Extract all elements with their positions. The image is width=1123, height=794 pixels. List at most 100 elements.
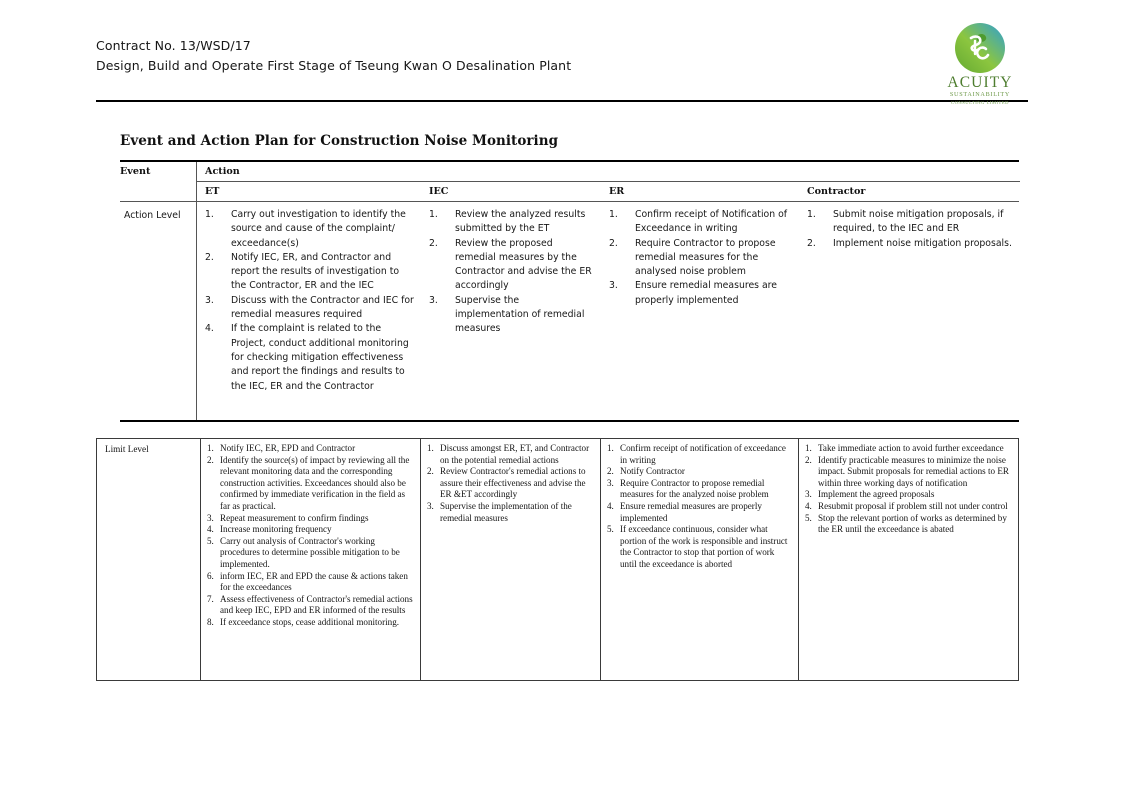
list-number: 4. — [207, 524, 214, 535]
list-item: 4. If the complaint is related to the Pro… — [205, 322, 415, 393]
header-label-action: Action — [205, 166, 240, 177]
table-top-rule — [120, 160, 1019, 162]
limit-list-er: 1. Confirm receipt of notification of exc… — [607, 443, 793, 571]
acuity-logo-icon — [955, 23, 1005, 73]
list-number: 3. — [207, 512, 214, 523]
list-number: 2. — [207, 454, 214, 465]
logo-tagline-1: SUSTAINABILITY — [949, 91, 1011, 98]
list-number: 3. — [609, 280, 618, 292]
list-number: 5. — [805, 512, 812, 523]
list-item: 6. inform IEC, ER and EPD the cause & act… — [207, 571, 415, 594]
list-item: 1. Notify IEC, ER, EPD and Contractor — [207, 443, 415, 455]
list-text: Discuss amongst ER, ET, and Contractor o… — [440, 443, 590, 465]
list-number: 5. — [607, 524, 614, 535]
row-cell-action: 1. Carry out investigation to identify th… — [196, 202, 1020, 420]
list-text: Supervise the implementation of the reme… — [440, 500, 572, 523]
table-bottom-rule — [120, 420, 1019, 422]
list-text: Review the analyzed results submitted by… — [455, 209, 586, 235]
list-text: Implement noise mitigation proposals. — [833, 237, 1012, 249]
row-subcells: 1. Carry out investigation to identify th… — [197, 202, 1020, 394]
list-number: 3. — [805, 489, 812, 500]
list-item: 2. Notify Contractor — [607, 466, 793, 478]
list-item: 3. Supervise the implementation of the re… — [427, 501, 595, 524]
subheader-cell-contractor: Contractor — [799, 182, 1020, 201]
list-text: Notify Contractor — [620, 466, 685, 477]
list-text: Stop the relevant portion of works as de… — [818, 512, 1007, 535]
row-cell-iec: 1. Discuss amongst ER, ET, and Contractor… — [421, 439, 601, 680]
row-cell-contractor: 1. Submit noise mitigation proposals, if … — [799, 202, 1020, 394]
list-number: 6. — [207, 570, 214, 581]
list-item: 1. Submit noise mitigation proposals, if … — [807, 208, 1014, 237]
list-item: 5. Carry out analysis of Contractor's wor… — [207, 536, 415, 571]
list-number: 1. — [609, 209, 618, 220]
row-cell-event: Action Level — [120, 202, 196, 420]
list-text: Resubmit proposal if problem still not u… — [818, 500, 1008, 511]
row-cell-et: 1. Notify IEC, ER, EPD and Contractor 2. I… — [201, 439, 421, 680]
list-text: Review Contractor's remedial actions to … — [440, 466, 586, 500]
header-action-divider — [197, 181, 1020, 182]
limit-list-iec: 1. Discuss amongst ER, ET, and Contractor… — [427, 443, 595, 524]
action-list-contractor: 1. Submit noise mitigation proposals, if … — [807, 202, 1014, 251]
list-number: 2. — [607, 466, 614, 477]
list-item: 2. Review the proposed remedial measures … — [429, 237, 595, 294]
list-text: Implement the agreed proposals — [818, 489, 935, 500]
subheader-label-er: ER — [609, 186, 625, 197]
list-item: 1. Carry out investigation to identify th… — [205, 208, 415, 251]
list-text: Carry out investigation to identify the … — [231, 209, 406, 249]
company-logo: ACUITY SUSTAINABILITY CONSULTING LIMITED — [930, 22, 1030, 106]
list-number: 4. — [607, 500, 614, 511]
list-number: 3. — [205, 294, 214, 306]
list-number: 5. — [207, 535, 214, 546]
list-item: 1. Confirm receipt of notification of exc… — [607, 443, 793, 466]
limit-level-table: Limit Level 1. Notify IEC, ER, EPD and Co… — [96, 438, 1019, 681]
list-number: 1. — [427, 443, 434, 453]
list-number: 8. — [207, 616, 214, 627]
page-header: Contract No. 13/WSD/17 Design, Build and… — [96, 36, 1027, 76]
list-item: 3. Require Contractor to propose remedial… — [607, 478, 793, 501]
list-text: Repeat measurement to confirm findings — [220, 512, 369, 523]
list-text: Ensure remedial measures are properly im… — [620, 500, 762, 523]
list-number: 2. — [805, 454, 812, 465]
list-item: 3. Repeat measurement to confirm findings — [207, 513, 415, 525]
row-cell-iec: 1. Review the analyzed results submitted … — [421, 202, 601, 394]
header-cell-action: Action ET IEC ER Contractor — [196, 162, 1020, 201]
list-number: 4. — [805, 500, 812, 511]
contract-number: Contract No. 13/WSD/17 — [96, 38, 251, 53]
header-label-event: Event — [120, 166, 151, 177]
list-number: 2. — [609, 237, 618, 249]
list-item: 1. Discuss amongst ER, ET, and Contractor… — [427, 443, 595, 466]
list-text: Submit noise mitigation proposals, if re… — [833, 209, 1004, 235]
subheader-label-et: ET — [205, 186, 220, 197]
row-cell-er: 1. Confirm receipt of notification of exc… — [601, 439, 799, 680]
list-item: 2. Identify the source(s) of impact by re… — [207, 455, 415, 513]
list-text: If exceedance stops, cease additional mo… — [220, 616, 400, 627]
header-divider — [96, 100, 1028, 102]
list-text: Confirm receipt of notification of excee… — [620, 443, 786, 465]
list-item: 8. If exceedance stops, cease additional … — [207, 617, 415, 629]
list-text: inform IEC, ER and EPD the cause & actio… — [220, 570, 408, 593]
list-text: Assess effectiveness of Contractor's rem… — [220, 593, 413, 616]
list-text: Review the proposed remedial measures by… — [455, 237, 592, 292]
list-item: 5. Stop the relevant portion of works as … — [805, 513, 1015, 536]
list-text: Identify practicable measures to minimiz… — [818, 454, 1009, 488]
list-item: 3. Supervise the implementation of remedi… — [429, 294, 595, 337]
list-item: 4. Resubmit proposal if problem still not… — [805, 501, 1015, 513]
list-item: 2. Implement noise mitigation proposals. — [807, 237, 1014, 251]
action-level-table: Event Action ET IEC ER Contractor — [120, 160, 1020, 422]
list-number: 1. — [805, 443, 812, 453]
header-cell-event: Event — [120, 162, 196, 201]
row-label-limit-level: Limit Level — [105, 444, 149, 454]
project-title: Design, Build and Operate First Stage of… — [96, 58, 572, 73]
list-number: 3. — [607, 477, 614, 488]
list-text: Increase monitoring frequency — [220, 524, 332, 535]
list-text: Discuss with the Contractor and IEC for … — [231, 294, 414, 321]
list-number: 1. — [205, 209, 214, 220]
list-number: 1. — [207, 443, 214, 453]
list-text: Notify IEC, ER, EPD and Contractor — [220, 443, 356, 453]
subheader-bottom-rule — [120, 201, 1019, 202]
subheader-label-contractor: Contractor — [807, 186, 866, 197]
list-number: 2. — [429, 237, 438, 249]
list-number: 2. — [205, 251, 214, 263]
list-number: 2. — [807, 237, 816, 249]
logo-tagline-2: CONSULTING LIMITED — [951, 100, 1009, 105]
